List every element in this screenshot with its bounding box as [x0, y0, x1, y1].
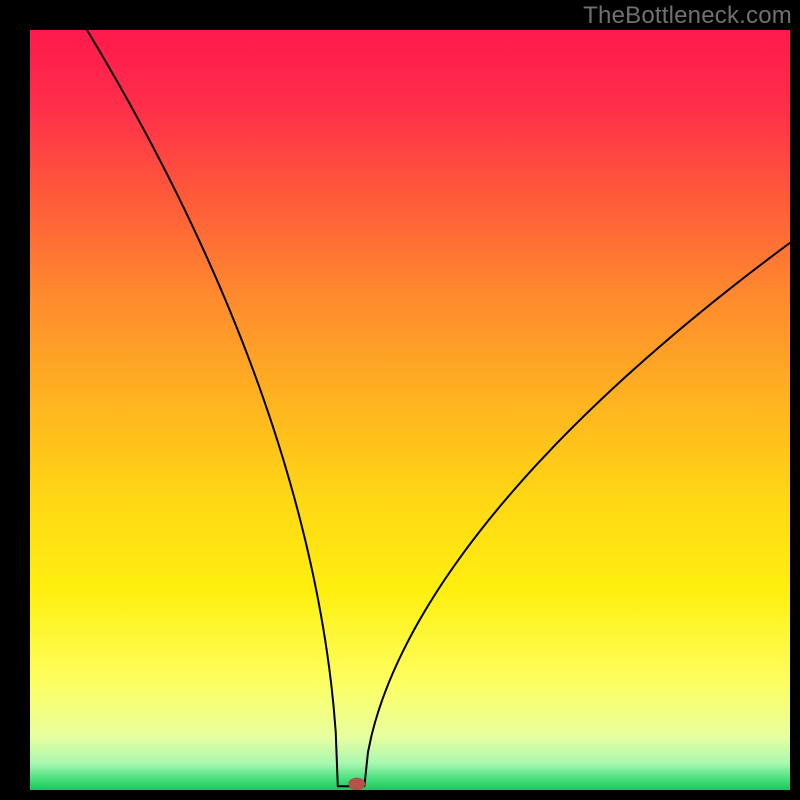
- frame-right: [790, 0, 800, 800]
- bottleneck-curve-chart: [0, 0, 800, 800]
- frame-left: [0, 0, 30, 800]
- optimal-marker: [348, 778, 365, 790]
- chart-container: TheBottleneck.com: [0, 0, 800, 800]
- watermark-text: TheBottleneck.com: [583, 2, 792, 30]
- frame-bottom: [0, 790, 800, 800]
- plot-background: [30, 30, 790, 790]
